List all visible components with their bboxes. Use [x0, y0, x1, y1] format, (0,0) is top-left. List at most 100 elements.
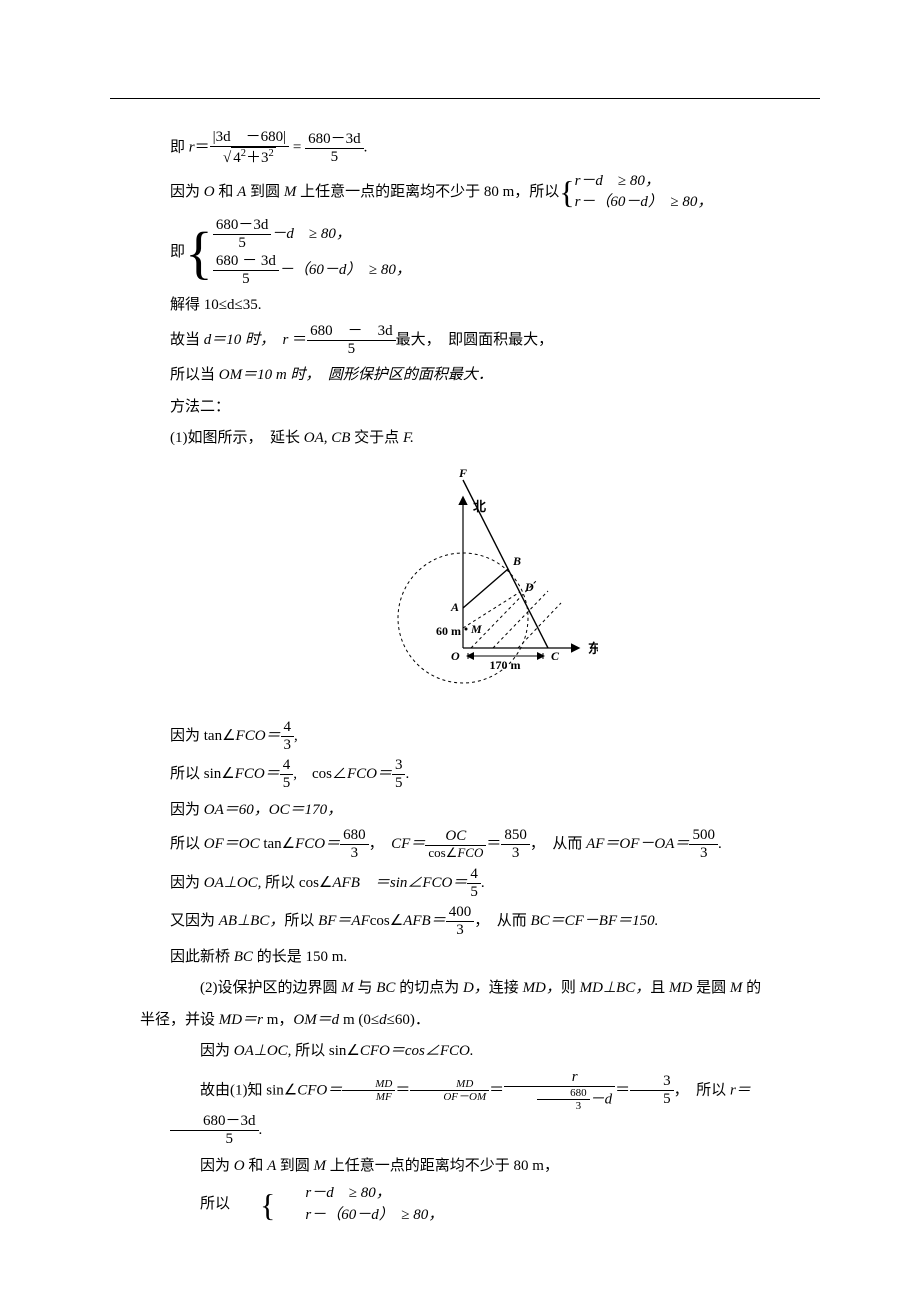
t: , cos∠: [293, 766, 347, 782]
t: r＝: [730, 1082, 751, 1098]
t: FCO.: [440, 1043, 474, 1059]
f: 45: [467, 866, 481, 902]
t: tan∠: [263, 836, 295, 852]
line-20: 因为 O 和 A 到圆 M 上任意一点的距离均不少于 80 m，: [170, 1152, 800, 1181]
d: 3: [501, 845, 530, 862]
t: OA, CB: [304, 430, 354, 446]
f: OCcos∠FCO: [425, 828, 486, 861]
t: r－（60－d） ≥ 80，: [575, 194, 713, 210]
den: 5: [305, 149, 364, 166]
txt: =: [289, 140, 305, 156]
t: 的长是 150 m.: [257, 949, 347, 965]
t: MD，: [523, 980, 561, 996]
brace-3: r－d ≥ 80， r－（60－d） ≥ 80，: [275, 1183, 443, 1227]
n: 3: [392, 757, 406, 775]
t: FCO＝: [295, 836, 340, 852]
t: 到圆: [280, 1158, 314, 1174]
t: r－（60－d） ≥ 80，: [305, 1207, 443, 1223]
t: d＝10 时，: [204, 332, 283, 348]
d: 5: [307, 341, 396, 358]
line-9: 因为 tan∠FCO＝43,: [170, 719, 800, 755]
line-12: 所以 OF＝OC tan∠FCO＝6803， CF＝OCcos∠FCO＝8503…: [170, 827, 800, 863]
d: MF: [342, 1091, 395, 1104]
t: 到圆: [246, 184, 284, 200]
t: CFO＝cos∠: [360, 1043, 440, 1059]
t: MD: [669, 980, 696, 996]
t: 方法二：: [170, 399, 230, 415]
lbl-M: M: [470, 622, 482, 636]
t: OA⊥OC,: [234, 1043, 295, 1059]
lbl-C: C: [551, 649, 560, 663]
d: 5: [280, 775, 294, 792]
t: OM＝d: [293, 1012, 343, 1028]
n: 680: [537, 1087, 590, 1101]
f: 6803: [537, 1087, 590, 1113]
n: 4: [280, 757, 294, 775]
brace-1: r－d ≥ 80， r－（60－d） ≥ 80，: [575, 171, 713, 215]
t: M: [284, 184, 297, 200]
line-17: 半径，并设 MD＝r m，OM＝d m (0≤d≤60)．: [170, 1006, 800, 1035]
frac-2: 680－3d 5: [305, 131, 364, 167]
f: 6803: [340, 827, 369, 863]
d: 5: [213, 235, 272, 252]
num: |3d －680|: [213, 129, 287, 145]
n: 4: [467, 866, 481, 884]
t: 半径，并设: [140, 1012, 219, 1028]
t: 2: [269, 148, 274, 159]
line-8: (1)如图所示， 延长 OA, CB 交于点 F.: [170, 424, 800, 453]
t: BF＝AF: [318, 913, 370, 929]
t: FCO＝: [235, 766, 280, 782]
f: 45: [280, 757, 294, 793]
n: 4: [281, 719, 295, 737]
line-15: 因此新桥 BC 的长是 150 m.: [170, 943, 800, 972]
t: M: [314, 1158, 330, 1174]
t: M: [341, 980, 357, 996]
t: AFB＝: [403, 913, 446, 929]
d: 3: [689, 845, 718, 862]
f: MDOF－OM: [410, 1078, 489, 1104]
t: 4: [233, 150, 241, 166]
line-6: 所以当 OM＝10 m 时， 圆形保护区的面积最大．: [170, 361, 800, 390]
t: AFB ＝sin∠: [332, 875, 422, 891]
f: 35: [392, 757, 406, 793]
d: 3: [537, 1100, 590, 1113]
f: 4003: [446, 904, 475, 940]
t: MD＝r: [219, 1012, 267, 1028]
d: 5: [630, 1091, 674, 1108]
line-14: 又因为 AB⊥BC，所以 BF＝AFcos∠AFB＝4003， 从而 BC＝CF…: [170, 904, 800, 940]
t: OA＝60，OC＝170，: [204, 802, 342, 818]
t: BC＝CF－BF＝150.: [530, 913, 658, 929]
lbl-60m: 60 m: [436, 624, 461, 638]
t: r－d ≥ 80，: [575, 173, 660, 189]
line-4: 解得 10≤d≤35.: [170, 291, 800, 320]
t: 连接: [489, 980, 523, 996]
t: m，: [267, 1012, 294, 1028]
d: OF－OM: [410, 1091, 489, 1104]
t: F.: [403, 430, 414, 446]
t: A: [237, 184, 246, 200]
txt: 即: [170, 140, 189, 156]
n: 850: [501, 827, 530, 845]
n: MD: [410, 1078, 489, 1092]
line-21: 所以{ r－d ≥ 80， r－（60－d） ≥ 80，: [170, 1183, 800, 1227]
t: 所以: [284, 913, 318, 929]
f: 680 － 3d5: [213, 253, 279, 289]
t: ＝: [615, 1082, 630, 1098]
t: ， 从而: [530, 836, 586, 852]
n: 500: [689, 827, 718, 845]
t: ＝: [486, 836, 501, 852]
f: r6803－d: [504, 1069, 615, 1114]
t: 的: [746, 980, 761, 996]
sym-r: r: [189, 140, 195, 156]
f: 680－3d5: [170, 1113, 259, 1149]
line-7: 方法二：: [170, 393, 800, 422]
lbl-D: D: [524, 580, 534, 594]
t: 所以当: [170, 367, 219, 383]
t: 解得 10≤d≤35.: [170, 297, 261, 313]
t: 因为: [200, 1158, 234, 1174]
lbl-east: 东: [588, 641, 598, 656]
t: (1)如图所示， 延长: [170, 430, 304, 446]
n: 400: [446, 904, 475, 922]
t: CFO＝: [297, 1082, 342, 1098]
t: m (0≤: [343, 1012, 379, 1028]
